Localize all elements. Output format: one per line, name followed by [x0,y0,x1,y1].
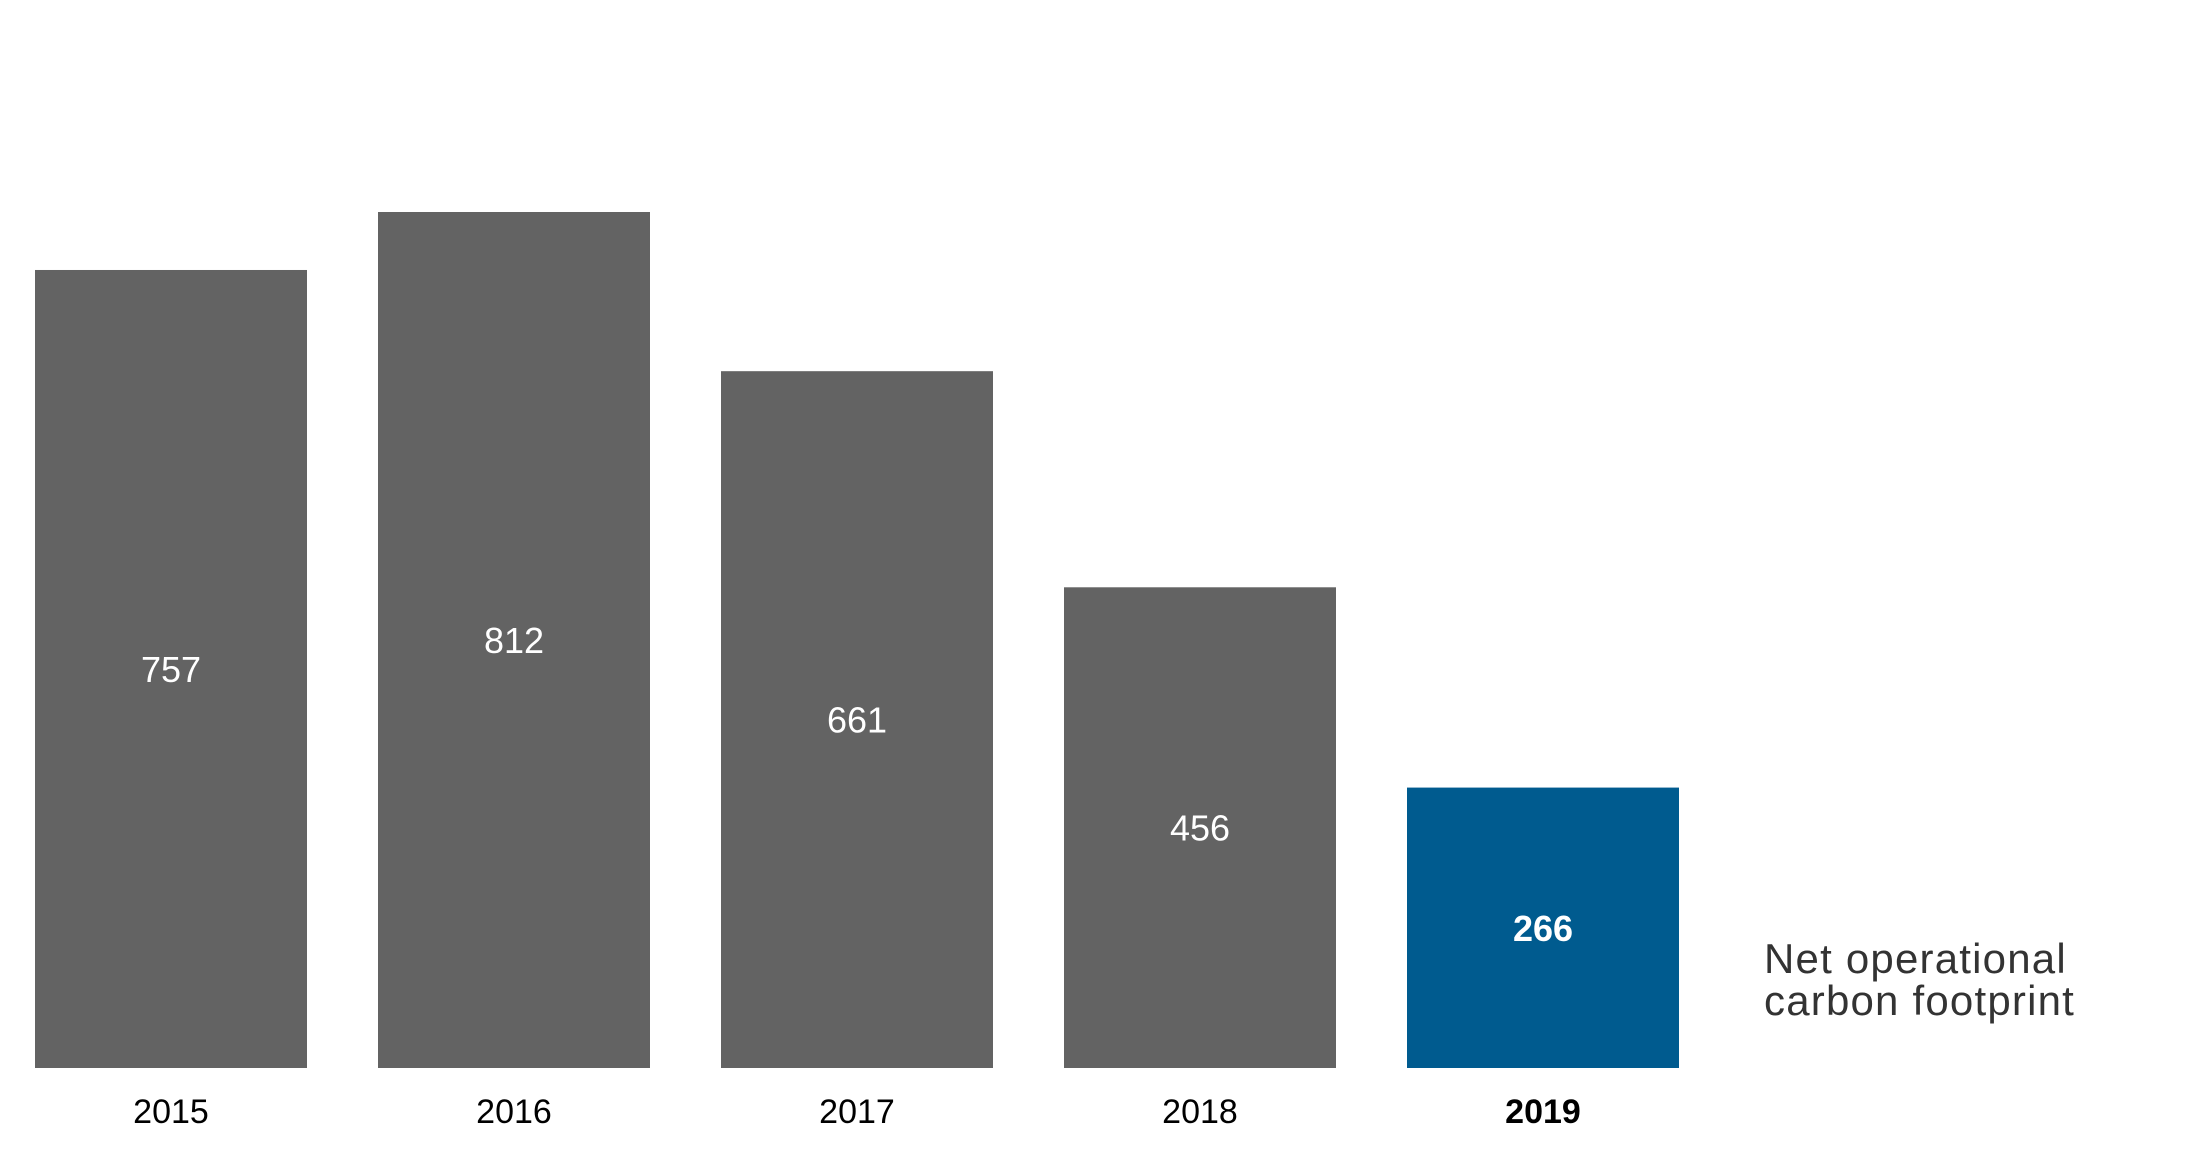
bar-2015 [35,269,307,1068]
value-label-2016: 812 [484,620,544,661]
bar-2016 [378,212,650,1068]
tick-label-2018: 2018 [1162,1093,1238,1131]
bar-2017 [721,371,993,1068]
tick-label-2016: 2016 [476,1093,552,1131]
series-label-line-2: carbon footprint [1764,977,2076,1024]
value-label-2019: 266 [1513,908,1573,949]
tick-label-2015: 2015 [133,1093,209,1131]
tick-label-2019: 2019 [1505,1093,1581,1131]
bars-group [35,212,1679,1068]
value-labels-group: 757 812 661 456 266 [141,620,1573,949]
value-label-2015: 757 [141,649,201,690]
bar-2018 [1064,587,1336,1068]
value-label-2017: 661 [827,700,887,741]
bar-2019 [1407,787,1679,1068]
value-label-2018: 456 [1170,808,1230,849]
tick-label-2017: 2017 [819,1093,895,1131]
x-axis-tick-labels: 2015 2016 2017 2018 2019 [133,1093,1581,1131]
series-label: Net operational carbon footprint [1764,938,2164,1022]
series-label-line-1: Net operational [1764,935,2067,982]
